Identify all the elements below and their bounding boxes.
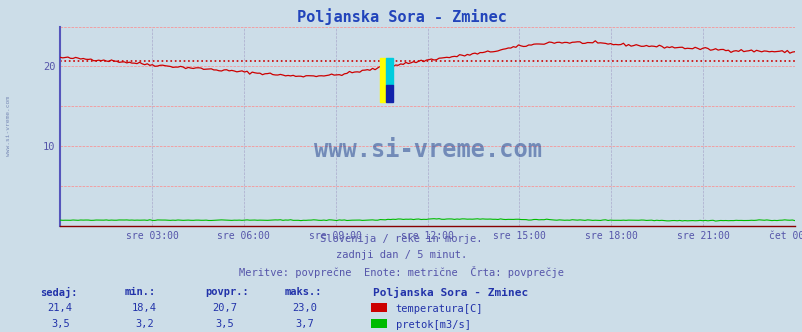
Text: 3,5: 3,5: [215, 319, 234, 329]
Text: Poljanska Sora - Zminec: Poljanska Sora - Zminec: [373, 287, 528, 298]
Bar: [386, 58, 392, 85]
Text: 3,5: 3,5: [51, 319, 70, 329]
Text: www.si-vreme.com: www.si-vreme.com: [6, 96, 10, 156]
Text: 21,4: 21,4: [47, 303, 73, 313]
Text: zadnji dan / 5 minut.: zadnji dan / 5 minut.: [335, 250, 467, 260]
Text: Poljanska Sora - Zminec: Poljanska Sora - Zminec: [296, 8, 506, 25]
Text: www.si-vreme.com: www.si-vreme.com: [314, 138, 541, 162]
Text: Meritve: povprečne  Enote: metrične  Črta: povprečje: Meritve: povprečne Enote: metrične Črta:…: [239, 266, 563, 278]
Text: maks.:: maks.:: [285, 287, 322, 297]
Text: 20,7: 20,7: [212, 303, 237, 313]
Text: 23,0: 23,0: [292, 303, 318, 313]
Text: sedaj:: sedaj:: [40, 287, 78, 298]
Bar: [386, 85, 392, 102]
Text: pretok[m3/s]: pretok[m3/s]: [395, 320, 470, 330]
Text: 3,7: 3,7: [295, 319, 314, 329]
Text: 18,4: 18,4: [132, 303, 157, 313]
Text: Slovenija / reke in morje.: Slovenija / reke in morje.: [320, 234, 482, 244]
Text: 3,2: 3,2: [135, 319, 154, 329]
Text: temperatura[C]: temperatura[C]: [395, 304, 483, 314]
Text: min.:: min.:: [124, 287, 156, 297]
Bar: [379, 58, 386, 102]
Text: povpr.:: povpr.:: [205, 287, 248, 297]
